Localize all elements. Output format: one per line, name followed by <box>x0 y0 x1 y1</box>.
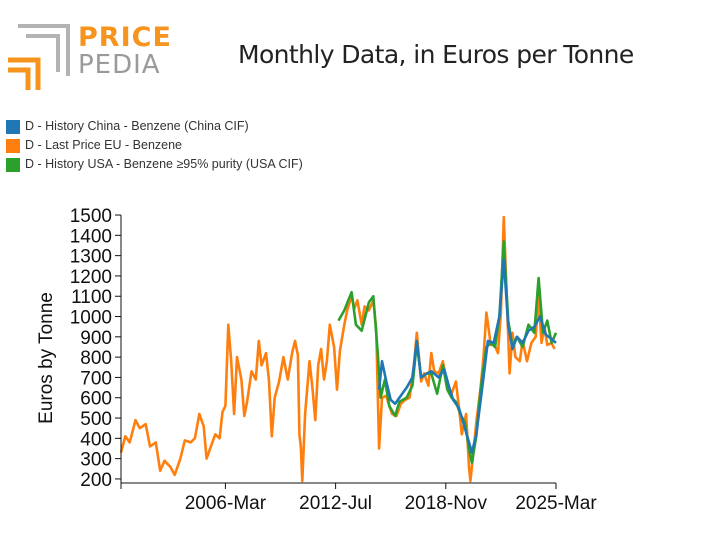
chart-legend: D - History China - Benzene (China CIF) … <box>6 117 303 174</box>
pricepedia-logo-icon <box>8 24 70 90</box>
y-tick-label: 1500 <box>70 206 112 227</box>
x-tick-label: 2018-Nov <box>405 493 488 514</box>
y-tick-label: 1300 <box>70 247 112 268</box>
y-tick-label: 1400 <box>70 226 112 247</box>
y-tick-label: 900 <box>80 328 112 349</box>
axes-layer: 2003004005006007008009001000110012001300… <box>70 206 598 514</box>
pricepedia-logo: PRICE PEDIA <box>6 22 171 92</box>
logo-word-pedia: PEDIA <box>78 50 161 80</box>
y-axis-title: Euros by Tonne <box>36 292 57 424</box>
x-tick-label: 2025-Mar <box>515 493 597 514</box>
y-tick-label: 1100 <box>71 287 112 308</box>
chart-title: Monthly Data, in Euros per Tonne <box>238 40 634 69</box>
legend-label-eu: D - Last Price EU - Benzene <box>25 138 183 152</box>
y-tick-label: 600 <box>80 389 112 410</box>
y-tick-label: 300 <box>80 450 112 471</box>
legend-swatch-usa <box>6 157 20 172</box>
y-tick-label: 800 <box>80 348 112 369</box>
legend-swatch-china <box>6 119 20 134</box>
series-layer <box>119 215 558 483</box>
y-tick-label: 500 <box>80 409 112 430</box>
legend-item-eu[interactable]: D - Last Price EU - Benzene <box>6 136 303 155</box>
legend-swatch-eu <box>6 138 20 153</box>
series-line-0 <box>119 215 556 483</box>
x-tick-label: 2006-Mar <box>185 493 267 514</box>
logo-word-price: PRICE <box>78 22 172 53</box>
y-tick-label: 700 <box>80 368 112 389</box>
y-tick-label: 1200 <box>70 267 112 288</box>
y-tick-label: 400 <box>80 429 112 450</box>
legend-label-usa: D - History USA - Benzene ≥95% purity (U… <box>25 157 303 171</box>
legend-item-usa[interactable]: D - History USA - Benzene ≥95% purity (U… <box>6 155 303 174</box>
legend-label-china: D - History China - Benzene (China CIF) <box>25 119 249 133</box>
x-tick-label: 2012-Jul <box>299 493 372 514</box>
legend-item-china[interactable]: D - History China - Benzene (China CIF) <box>6 117 303 136</box>
series-line-2 <box>377 258 557 454</box>
y-tick-label: 1000 <box>70 308 112 329</box>
y-tick-label: 200 <box>80 470 112 491</box>
series-line-1 <box>337 240 558 464</box>
